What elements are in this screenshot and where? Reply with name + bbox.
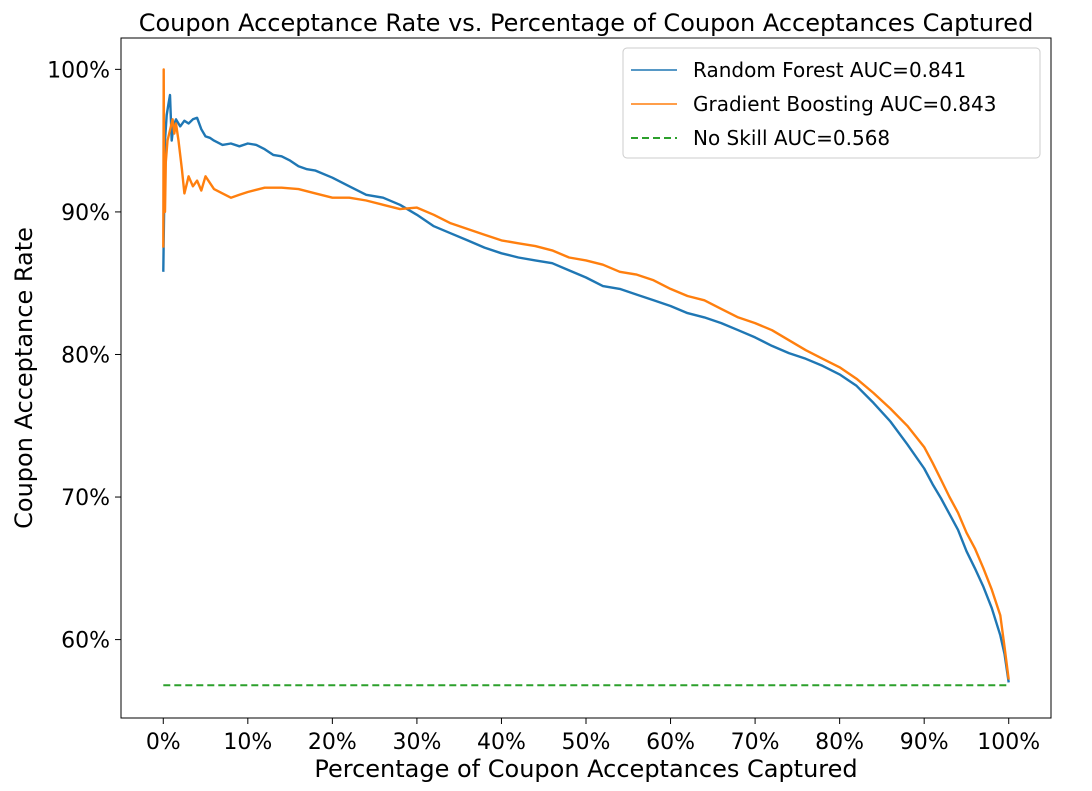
y-tick-label: 60% <box>61 629 110 654</box>
y-axis: 60% 70% 80% 90% 100% <box>47 58 121 654</box>
legend-label-2: No Skill AUC=0.568 <box>693 126 890 150</box>
y-tick-label: 100% <box>47 58 110 83</box>
x-tick-label: 30% <box>392 730 441 755</box>
legend-label-0: Random Forest AUC=0.841 <box>693 58 966 82</box>
legend: Random Forest AUC=0.841 Gradient Boosting… <box>622 47 1041 159</box>
legend-label-1: Gradient Boosting AUC=0.843 <box>693 92 996 116</box>
y-tick-label: 90% <box>61 201 110 226</box>
x-tick-label: 40% <box>477 730 526 755</box>
x-tick-label: 100% <box>977 730 1040 755</box>
x-tick-label: 70% <box>731 730 780 755</box>
x-tick-label: 10% <box>223 730 272 755</box>
series-line-1 <box>162 68 1010 680</box>
x-tick-label: 80% <box>815 730 864 755</box>
x-tick-label: 20% <box>308 730 357 755</box>
chart-title: Coupon Acceptance Rate vs. Percentage of… <box>139 9 1034 37</box>
y-tick-label: 80% <box>61 343 110 368</box>
series-layer <box>162 68 1010 687</box>
x-axis: 0% 10% 20% 30% 40% 50% 60% 70% 80% 90% 100% <box>146 718 1040 755</box>
x-tick-label: 60% <box>646 730 695 755</box>
x-tick-label: 90% <box>900 730 949 755</box>
legend-frame <box>622 47 1041 159</box>
x-tick-label: 0% <box>146 730 181 755</box>
x-axis-title: Percentage of Coupon Acceptances Capture… <box>314 755 857 783</box>
y-axis-title: Coupon Acceptance Rate <box>10 227 38 529</box>
y-tick-label: 70% <box>61 486 110 511</box>
series-line-0 <box>162 93 1010 683</box>
x-tick-label: 50% <box>562 730 611 755</box>
